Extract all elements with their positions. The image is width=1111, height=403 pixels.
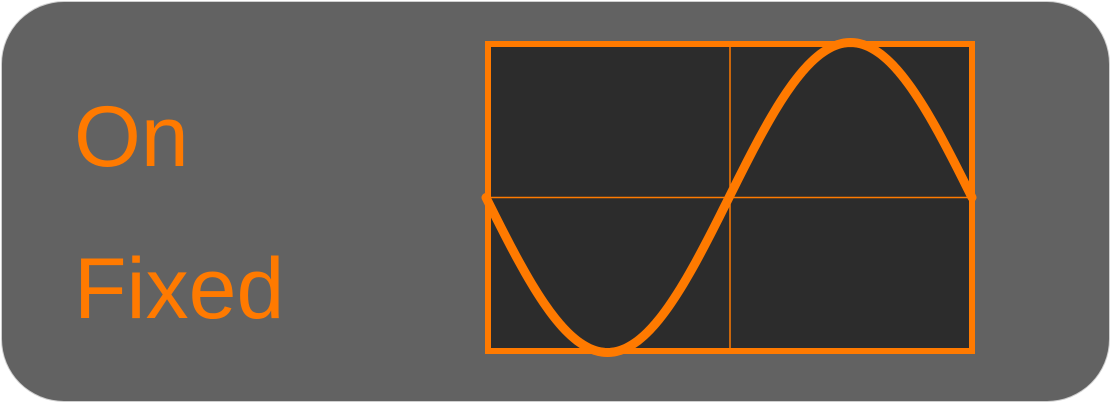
sine-waveform-trace (481, 38, 977, 357)
mode-label[interactable]: Fixed (74, 241, 285, 337)
waveform-scope (481, 38, 977, 357)
state-label[interactable]: On (74, 89, 189, 185)
